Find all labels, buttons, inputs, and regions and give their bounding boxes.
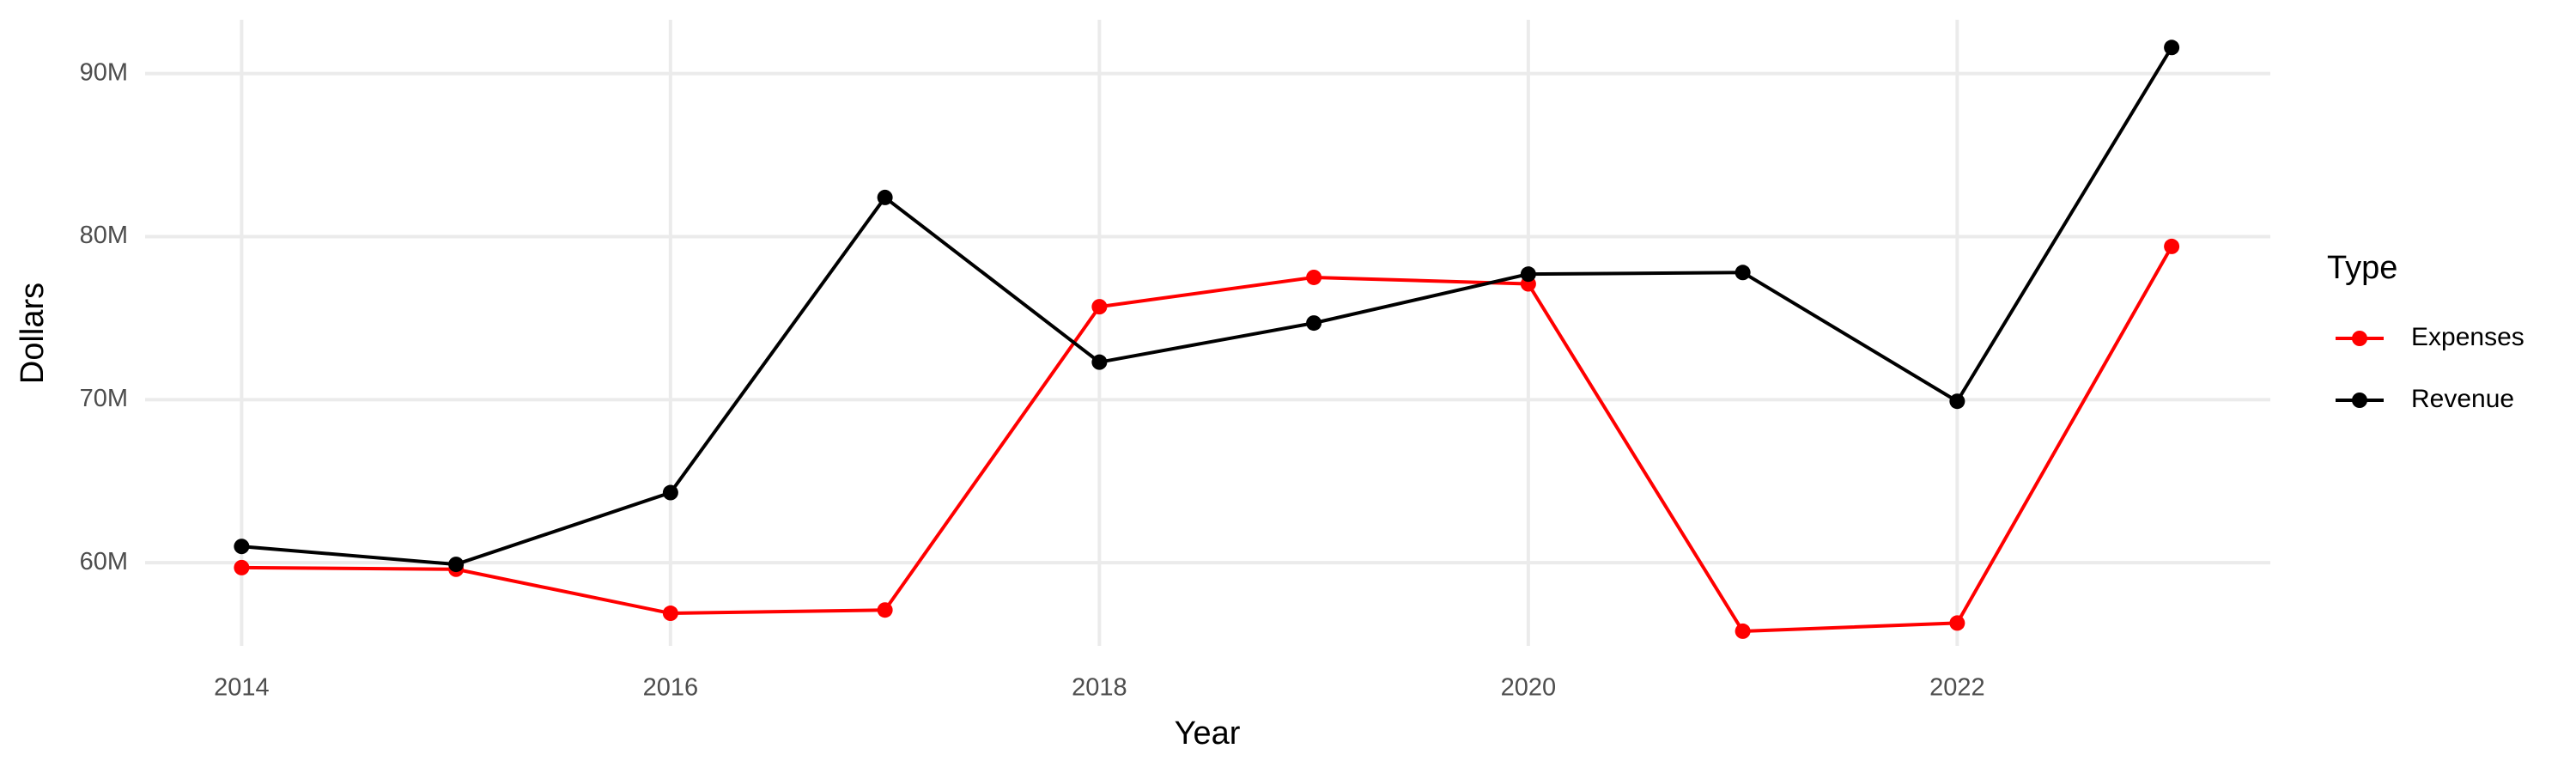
point	[2164, 40, 2180, 56]
x-tick-label: 2020	[1501, 674, 1557, 702]
y-tick-label: 70M	[80, 385, 128, 412]
x-tick-label: 2016	[643, 674, 699, 702]
legend-key-point	[2352, 331, 2367, 346]
line	[241, 46, 2173, 567]
legend-label: Expenses	[2411, 323, 2524, 351]
x-tick-label: 2022	[1929, 674, 1985, 702]
point	[1306, 315, 1322, 332]
point	[1949, 615, 1965, 631]
point	[1735, 623, 1751, 639]
y-tick-label: 80M	[80, 222, 128, 249]
point	[1091, 354, 1108, 370]
point	[1949, 393, 1965, 410]
point	[448, 557, 465, 573]
line	[241, 245, 2173, 633]
x-tick-label: 2018	[1072, 674, 1127, 702]
legend-key-point	[2352, 393, 2367, 408]
point	[877, 189, 893, 205]
legend-label: Revenue	[2411, 385, 2514, 413]
legend-title: Type	[2327, 250, 2397, 286]
point	[2164, 238, 2180, 254]
point	[234, 559, 250, 575]
y-tick-label: 90M	[80, 58, 128, 86]
point	[877, 602, 893, 618]
point	[234, 539, 250, 555]
y-tick-label: 60M	[80, 548, 128, 575]
point	[1091, 299, 1108, 315]
x-tick-label: 2014	[214, 674, 270, 702]
point	[662, 484, 678, 501]
x-axis-title: Year	[1175, 715, 1241, 752]
point	[1735, 265, 1751, 281]
point	[1306, 269, 1322, 285]
y-axis-title: Dollars	[15, 283, 51, 384]
point	[1520, 266, 1536, 283]
point	[662, 606, 678, 622]
